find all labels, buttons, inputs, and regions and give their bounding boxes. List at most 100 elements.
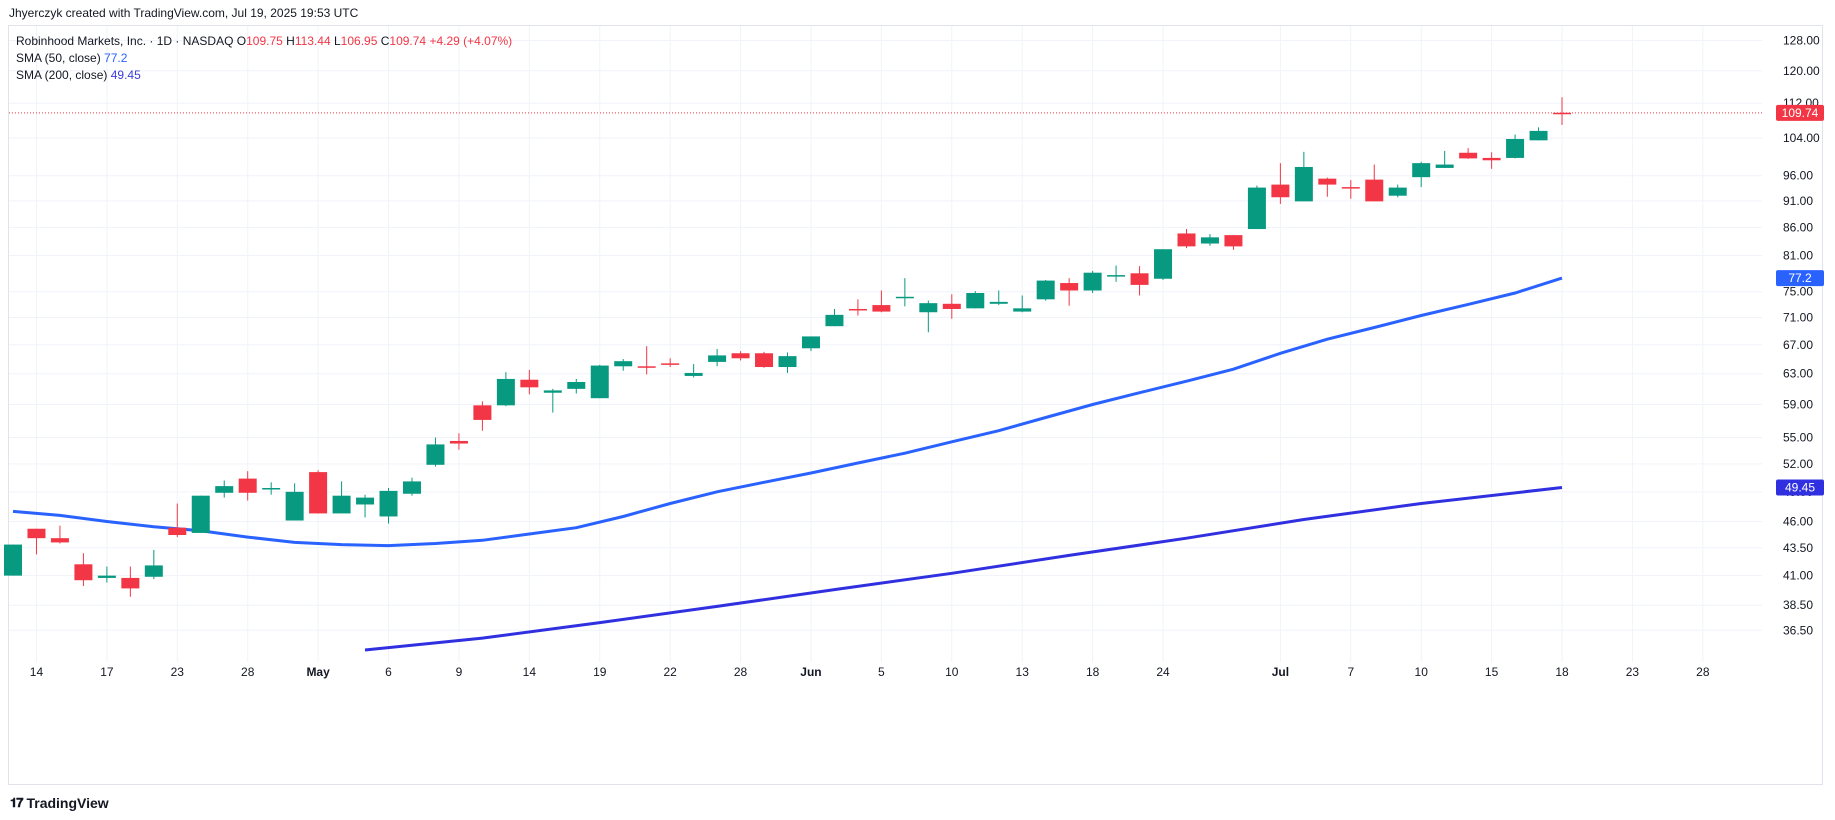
- y-tick-label: 59.00: [1783, 398, 1813, 412]
- candle-body: [215, 486, 234, 493]
- candle-body: [989, 301, 1008, 304]
- x-tick-label: 22: [663, 665, 677, 679]
- candle-body: [755, 353, 774, 368]
- candle-body: [1459, 152, 1478, 159]
- candle-body: [144, 565, 163, 577]
- x-tick-label: 13: [1016, 665, 1030, 679]
- y-tick-label: 71.00: [1783, 311, 1813, 325]
- candle-body: [332, 495, 351, 514]
- chart-author-note: Jhyerczyk created with TradingView.com, …: [9, 6, 359, 20]
- y-tick-label: 36.50: [1783, 623, 1813, 637]
- sma50-value: 77.2: [104, 51, 128, 65]
- candle-body: [97, 575, 116, 578]
- y-tick-label: 75.00: [1783, 285, 1813, 299]
- y-tick-label: 128.00: [1783, 33, 1820, 47]
- candle-body: [402, 481, 421, 494]
- candle-body: [1365, 179, 1384, 202]
- candle-body: [872, 305, 891, 312]
- candle-body: [496, 378, 515, 406]
- candle-body: [1200, 237, 1219, 244]
- close-label: C: [380, 34, 390, 48]
- candle-body: [590, 365, 609, 399]
- x-tick-label: Jul: [1272, 665, 1289, 679]
- candle-body: [379, 490, 398, 517]
- last-price-label-bg: [1776, 104, 1824, 121]
- y-tick-label: 81.00: [1783, 249, 1813, 263]
- candle-body: [262, 488, 281, 490]
- x-tick-label: 7: [1347, 665, 1354, 679]
- x-tick-label: 10: [945, 665, 959, 679]
- sma200-legend[interactable]: SMA (200, close) 49.45: [16, 68, 141, 82]
- candle-body: [543, 390, 562, 393]
- x-tick-label: 6: [385, 665, 392, 679]
- tradingview-logo-icon: 𝟏𝟕: [10, 795, 24, 810]
- candle-body: [778, 356, 797, 368]
- candle-body: [637, 366, 656, 368]
- tradingview-footer[interactable]: 𝟏𝟕 TradingView: [10, 795, 109, 811]
- sma200-line: [364, 486, 1563, 652]
- x-tick-label: Jun: [800, 665, 821, 679]
- candle-body: [426, 444, 445, 465]
- open-value: 109.75: [246, 34, 283, 48]
- y-tick-label: 46.00: [1783, 515, 1813, 529]
- candle-body: [1083, 272, 1102, 291]
- sma200-price-label-bg: [1776, 479, 1824, 496]
- time-axis: 14 17 23 28 May 6 9 14 19 22 28 Jun 5 10 13 18 24 Jul 7 10 1…: [30, 665, 1710, 679]
- x-tick-label: 24: [1156, 665, 1170, 679]
- candle-body: [708, 355, 727, 362]
- grid: [9, 26, 1762, 662]
- candle-body: [1506, 138, 1525, 158]
- x-tick-label: 15: [1485, 665, 1499, 679]
- candle-body: [567, 381, 586, 389]
- sma50-legend[interactable]: SMA (50, close) 77.2: [16, 51, 127, 65]
- y-tick-label: 63.00: [1783, 367, 1813, 381]
- x-tick-label: 14: [30, 665, 44, 679]
- y-tick-label: 43.50: [1783, 541, 1813, 555]
- x-tick-label: 10: [1415, 665, 1429, 679]
- x-tick-label: 23: [1626, 665, 1640, 679]
- x-tick-label: 17: [100, 665, 114, 679]
- candle-body: [731, 353, 750, 359]
- y-tick-label: 96.00: [1783, 169, 1813, 183]
- candle-body: [121, 577, 140, 589]
- candle-body: [1107, 275, 1126, 277]
- x-tick-label: May: [306, 665, 330, 679]
- candle-body: [285, 491, 304, 521]
- candle-body: [1435, 164, 1454, 168]
- candle-body: [825, 314, 844, 327]
- x-tick-label: 28: [1696, 665, 1710, 679]
- sma50-label: SMA (50, close): [16, 51, 101, 65]
- tradingview-brand: TradingView: [26, 795, 109, 811]
- candle-body: [520, 379, 539, 388]
- sma200-price-label: 49.45: [1785, 481, 1815, 495]
- open-label: O: [236, 34, 247, 48]
- y-tick-label: 41.00: [1783, 569, 1813, 583]
- candle-body: [966, 292, 985, 309]
- candle-body: [848, 308, 867, 311]
- candle-body: [1388, 187, 1407, 196]
- candle-body: [1154, 249, 1173, 279]
- candle-body: [1553, 112, 1572, 115]
- y-tick-label: 52.00: [1783, 457, 1813, 471]
- candle-body: [1318, 178, 1337, 185]
- y-tick-label: 55.00: [1783, 431, 1813, 445]
- candle-body: [27, 528, 46, 539]
- y-tick-label: 104.00: [1783, 131, 1820, 145]
- y-tick-label: 38.50: [1783, 598, 1813, 612]
- last-price-label: 109.74: [1782, 106, 1819, 120]
- price-axis: 36.5038.5041.0043.5046.0049.0052.0055.00…: [1783, 33, 1820, 637]
- candle-body: [684, 372, 703, 376]
- close-value: 109.74: [389, 34, 427, 48]
- candle-body: [1271, 184, 1290, 198]
- high-label: H: [286, 34, 295, 48]
- sma50-price-label: 77.2: [1788, 271, 1812, 285]
- chart-frame[interactable]: [8, 25, 1823, 785]
- x-tick-label: 9: [456, 665, 463, 679]
- x-tick-label: 14: [523, 665, 537, 679]
- x-tick-label: 18: [1555, 665, 1569, 679]
- sma200-label: SMA (200, close): [16, 68, 108, 82]
- candle-body: [50, 538, 69, 543]
- candle-body: [801, 336, 820, 349]
- candle-body: [1482, 157, 1501, 161]
